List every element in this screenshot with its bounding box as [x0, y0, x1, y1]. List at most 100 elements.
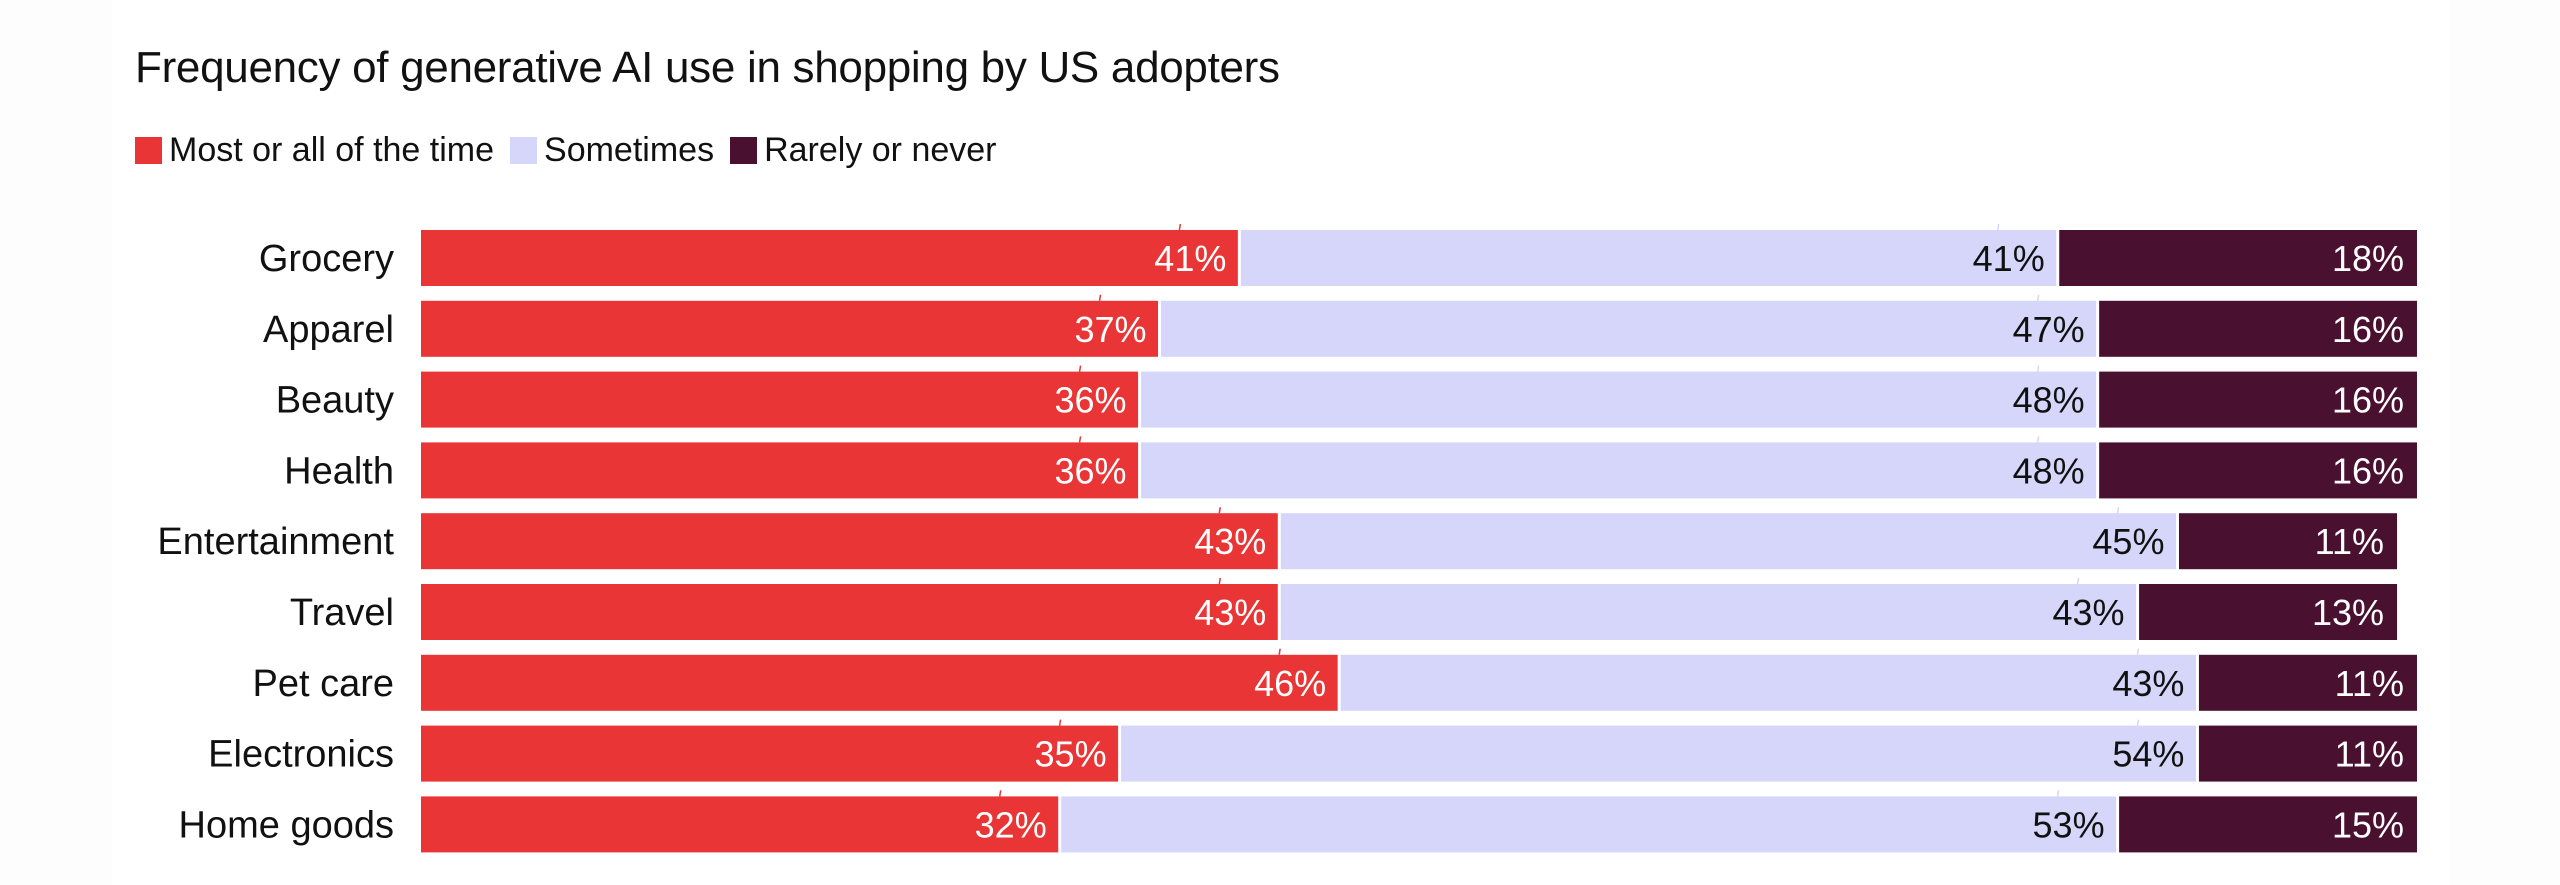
segment-tick-mark [1178, 223, 1182, 231]
segment-tick-mark [2056, 790, 2060, 797]
value-label-rarely-or-never: 11% [2315, 521, 2384, 562]
legend-swatch-sometimes [510, 136, 538, 164]
value-label-rarely-or-never: 11% [2335, 734, 2404, 775]
value-label-most-or-all-of-the-time: 37% [1074, 309, 1146, 350]
bar-segment-most-or-all-of-the-time [421, 584, 1278, 640]
bar-segment-most-or-all-of-the-time [421, 513, 1278, 570]
value-label-most-or-all-of-the-time: 43% [1194, 521, 1266, 562]
segment-tick-mark [1996, 223, 2000, 231]
bar-segment-most-or-all-of-the-time [421, 725, 1119, 782]
bar-segment-sometimes [1280, 513, 2176, 570]
bar-segment-rarely-or-never [2099, 371, 2417, 428]
bar-segment-rarely-or-never [2099, 300, 2417, 357]
bar-segment-rarely-or-never [2119, 796, 2417, 853]
bar-row-electronics: Electronics 35% 54% 11% [208, 719, 2417, 782]
bar-segment-rarely-or-never [2059, 230, 2417, 286]
bar-segment-rarely-or-never [2099, 442, 2417, 499]
segment-tick-mark [998, 790, 1002, 797]
segment-tick-mark [1078, 436, 1082, 443]
bar-row-pet-care: Pet care 46% 43% 11% [252, 648, 2417, 711]
category-label: Pet care [252, 663, 394, 705]
bar-segment-sometimes [1121, 725, 2196, 782]
bar-row-travel: Travel 43% 43% 13% [290, 577, 2398, 640]
bar-segment-sometimes [1141, 371, 2097, 428]
category-label: Electronics [208, 734, 394, 776]
segment-tick-mark [1218, 507, 1222, 514]
bar-segment-sometimes [1141, 442, 2097, 499]
legend-swatch-most [135, 136, 162, 164]
value-label-sometimes: 53% [2033, 804, 2105, 845]
legend-item-sometimes: Sometimes [510, 131, 714, 170]
category-label: Entertainment [157, 521, 394, 563]
segment-tick-mark [2036, 365, 2040, 372]
value-label-most-or-all-of-the-time: 35% [1035, 734, 1107, 775]
segment-tick-mark [2036, 436, 2040, 443]
bar-segment-most-or-all-of-the-time [421, 371, 1139, 428]
value-label-rarely-or-never: 16% [2332, 450, 2404, 491]
bar-segment-sometimes [1161, 300, 2097, 357]
value-label-most-or-all-of-the-time: 36% [1054, 380, 1126, 421]
bar-segment-sometimes [1280, 584, 2137, 640]
bar-row-grocery: Grocery 41% 41% 18% [259, 223, 2417, 286]
bar-segment-most-or-all-of-the-time [421, 300, 1159, 357]
segment-tick-mark [1218, 577, 1222, 585]
value-label-most-or-all-of-the-time: 41% [1154, 238, 1226, 279]
bar-segment-rarely-or-never [2198, 654, 2417, 711]
value-label-rarely-or-never: 18% [2332, 238, 2404, 279]
legend-swatch-rarely [730, 136, 758, 164]
value-label-rarely-or-never: 11% [2335, 663, 2404, 704]
value-label-sometimes: 43% [2052, 592, 2124, 633]
legend-label-rarely: Rarely or never [764, 130, 997, 169]
category-label: Beauty [276, 380, 394, 422]
bar-segment-rarely-or-never [2139, 584, 2398, 640]
segment-tick-mark [1098, 294, 1102, 301]
category-label: Home goods [179, 804, 394, 846]
value-label-sometimes: 43% [2112, 663, 2184, 704]
bar-segment-most-or-all-of-the-time [421, 796, 1059, 853]
value-label-most-or-all-of-the-time: 43% [1194, 592, 1266, 633]
segment-tick-mark [1278, 648, 1281, 655]
bar-row-beauty: Beauty 36% 48% 16% [276, 365, 2417, 428]
legend-item-rarely: Rarely or never [730, 130, 997, 170]
segment-tick-mark [1078, 365, 1082, 372]
value-label-sometimes: 48% [2013, 450, 2085, 491]
value-label-sometimes: 48% [2013, 380, 2085, 421]
value-label-rarely-or-never: 16% [2332, 380, 2404, 421]
value-label-rarely-or-never: 15% [2332, 804, 2404, 845]
value-label-rarely-or-never: 16% [2332, 309, 2404, 350]
legend-label-most: Most or all of the time [169, 130, 495, 169]
value-label-sometimes: 47% [2013, 309, 2085, 350]
bar-segment-sometimes [1061, 796, 2117, 853]
category-label: Grocery [259, 238, 394, 280]
legend: Most or all of the time Sometimes Rarely… [135, 130, 1013, 170]
value-label-rarely-or-never: 13% [2312, 592, 2384, 633]
bar-segment-rarely-or-never [2178, 513, 2398, 570]
category-label: Health [284, 450, 394, 492]
category-label: Travel [290, 592, 394, 634]
segment-tick-mark [2116, 507, 2120, 514]
legend-label-sometimes: Sometimes [544, 130, 715, 169]
bar-row-health: Health 36% 48% 16% [284, 436, 2417, 499]
category-label: Apparel [263, 309, 394, 351]
value-label-most-or-all-of-the-time: 46% [1254, 663, 1326, 704]
bar-segment-most-or-all-of-the-time [421, 230, 1238, 286]
segment-tick-mark [1058, 719, 1062, 726]
bar-row-apparel: Apparel 37% 47% 16% [263, 294, 2417, 357]
legend-item-most: Most or all of the time [135, 131, 494, 170]
value-label-sometimes: 41% [1973, 238, 2045, 279]
value-label-sometimes: 45% [2092, 521, 2164, 562]
value-label-most-or-all-of-the-time: 32% [975, 804, 1047, 845]
bar-segment-sometimes [1240, 230, 2057, 286]
segment-tick-mark [2136, 648, 2140, 655]
value-label-most-or-all-of-the-time: 36% [1054, 450, 1126, 491]
bar-row-entertainment: Entertainment 43% 45% 11% [157, 507, 2398, 570]
bar-segment-sometimes [1340, 654, 2196, 711]
segment-tick-mark [2136, 719, 2140, 726]
value-label-sometimes: 54% [2112, 734, 2184, 775]
segment-tick-mark [2076, 577, 2080, 585]
bar-segment-rarely-or-never [2198, 725, 2417, 782]
bar-segment-most-or-all-of-the-time [421, 654, 1338, 711]
bar-row-home-goods: Home goods 32% 53% 15% [179, 790, 2417, 853]
bar-segment-most-or-all-of-the-time [421, 442, 1139, 499]
